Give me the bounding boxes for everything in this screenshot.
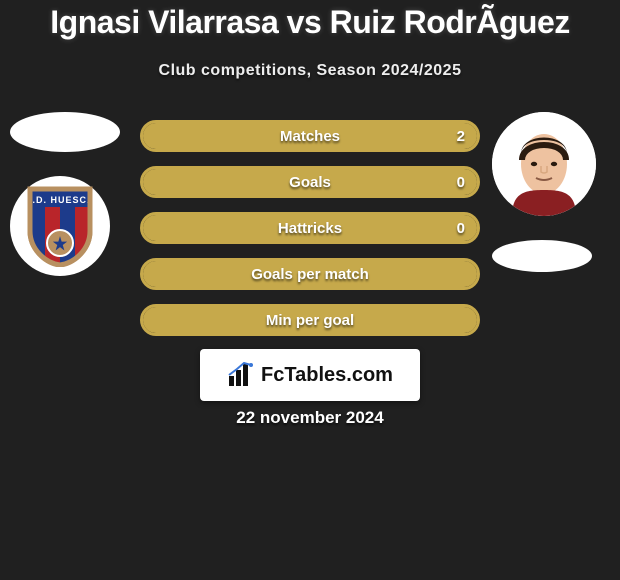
- stat-bars: Matches2Goals0Hattricks0Goals per matchM…: [140, 120, 480, 350]
- player-avatar: [492, 112, 596, 216]
- page-subtitle: Club competitions, Season 2024/2025: [0, 62, 620, 80]
- stat-bar-label: Goals: [143, 174, 477, 191]
- stat-bar-value: 0: [457, 174, 465, 191]
- svg-text:S.D. HUESCA: S.D. HUESCA: [27, 195, 93, 205]
- fctables-logo-box: FcTables.com: [200, 349, 420, 401]
- stat-bar-label: Hattricks: [143, 220, 477, 237]
- stat-bar-hattricks: Hattricks0: [140, 212, 480, 244]
- stat-bar-value: 0: [457, 220, 465, 237]
- stat-bar-min-per-goal: Min per goal: [140, 304, 480, 336]
- page-title: Ignasi Vilarrasa vs Ruiz RodrÃ­guez: [0, 4, 620, 41]
- stat-bar-goals-per-match: Goals per match: [140, 258, 480, 290]
- bars-icon: [227, 362, 257, 388]
- stat-bar-label: Goals per match: [143, 266, 477, 283]
- right-column: [492, 112, 602, 272]
- stat-bar-label: Matches: [143, 128, 477, 145]
- stat-bar-goals: Goals0: [140, 166, 480, 198]
- stat-bar-matches: Matches2: [140, 120, 480, 152]
- stat-bar-label: Min per goal: [143, 312, 477, 329]
- logo-text: FcTables.com: [261, 364, 393, 387]
- stat-bar-value: 2: [457, 128, 465, 145]
- left-column: S.D. HUESCA: [10, 112, 120, 276]
- left-blank-oval: [10, 112, 120, 152]
- date-line: 22 november 2024: [0, 408, 620, 428]
- club-crest-huesca: S.D. HUESCA: [10, 176, 110, 276]
- crest-icon: S.D. HUESCA: [27, 185, 93, 267]
- avatar-icon: [492, 112, 596, 216]
- right-blank-oval: [492, 240, 592, 272]
